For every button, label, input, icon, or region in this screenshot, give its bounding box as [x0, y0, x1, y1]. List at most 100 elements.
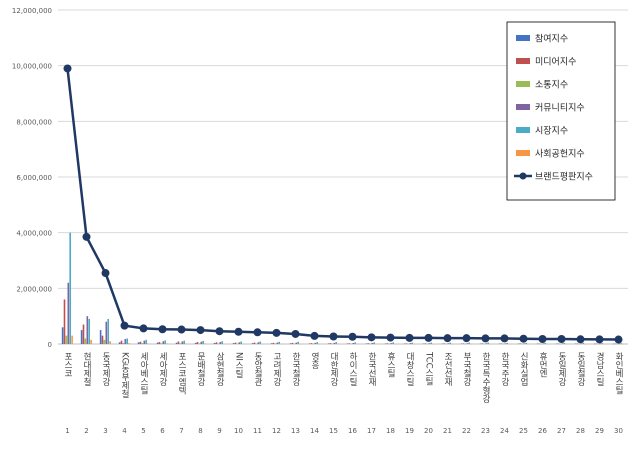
- x-category-number: 16: [348, 427, 357, 435]
- bar-2-21: [443, 343, 446, 344]
- y-tick-label: 2,000,000: [16, 285, 52, 293]
- x-category-number: 3: [103, 427, 107, 435]
- bar-5-16: [354, 342, 356, 344]
- legend-label: 브랜드평판지수: [535, 172, 593, 183]
- bar-1-24: [498, 343, 501, 345]
- x-category-number: 20: [424, 427, 433, 435]
- x-category-number: 21: [443, 427, 452, 435]
- bar-1-26: [536, 343, 539, 345]
- bar-4-30: [618, 343, 621, 345]
- x-category-label: 한국주강: [500, 352, 510, 386]
- x-category-number: 18: [386, 427, 395, 435]
- bar-4-9: [219, 342, 222, 344]
- bar-5-14: [316, 342, 318, 344]
- bar-2-15: [329, 343, 332, 344]
- bar-6-5: [147, 343, 149, 344]
- x-category-number: 7: [179, 427, 183, 435]
- x-category-number: 2: [84, 427, 88, 435]
- brand-index-point-15: [329, 332, 338, 341]
- bar-5-15: [335, 342, 337, 344]
- bar-2-27: [557, 343, 560, 345]
- bar-5-8: [202, 340, 204, 344]
- bar-6-11: [261, 343, 263, 345]
- bar-4-7: [181, 341, 184, 344]
- x-category-number: 23: [481, 427, 490, 435]
- bar-2-24: [500, 343, 503, 344]
- bar-1-19: [403, 343, 406, 345]
- bar-6-27: [565, 343, 567, 345]
- bar-6-25: [527, 343, 529, 345]
- brand-index-point-2: [82, 232, 91, 241]
- x-category-label: 동양철관: [253, 352, 263, 386]
- x-category-number: 1: [65, 427, 69, 435]
- bar-4-13: [295, 342, 298, 344]
- x-category-label: TCC스틸: [424, 351, 434, 386]
- bar-5-19: [411, 342, 413, 344]
- bar-5-26: [544, 342, 546, 344]
- bar-2-29: [595, 343, 598, 345]
- x-category-number: 24: [500, 427, 509, 435]
- bar-3-13: [293, 343, 296, 345]
- bar-5-6: [164, 340, 166, 344]
- bar-3-29: [597, 343, 600, 345]
- bar-6-4: [128, 343, 130, 344]
- bar-2-16: [348, 343, 351, 344]
- bar-1-2: [80, 330, 83, 344]
- bar-1-21: [441, 343, 444, 345]
- x-category-label: 문배철강: [196, 352, 206, 386]
- bar-4-19: [409, 343, 412, 344]
- bar-2-19: [405, 343, 408, 344]
- bar-3-1: [65, 335, 68, 344]
- x-category-label: 화인베스틸: [614, 352, 624, 395]
- x-axis: 포스코 1 현대제철 2 동국제강 3 KG동부제철 4 세아베스틸 5 세아제강 6 포스코엠텍 7 문배…: [63, 351, 624, 435]
- bar-3-28: [578, 343, 581, 345]
- bar-6-19: [413, 343, 415, 345]
- bar-3-30: [616, 343, 619, 345]
- bar-4-11: [257, 342, 260, 344]
- legend-swatch: [516, 81, 530, 87]
- bar-2-11: [253, 342, 256, 344]
- x-category-number: 4: [122, 427, 127, 435]
- bar-5-23: [487, 342, 489, 344]
- bar-2-9: [215, 342, 218, 344]
- brand-index-point-20: [424, 333, 433, 342]
- y-tick-label: 12,000,000: [12, 7, 52, 15]
- legend-label: 시장지수: [535, 126, 568, 137]
- bar-6-3: [109, 341, 111, 344]
- legend-label: 사회공헌지수: [535, 149, 585, 160]
- bar-1-27: [555, 343, 558, 345]
- x-category-label: 세아베스틸: [139, 352, 149, 395]
- legend-swatch: [516, 35, 530, 41]
- bar-1-15: [327, 343, 330, 344]
- bar-2-5: [139, 341, 142, 344]
- bar-2-7: [177, 341, 180, 344]
- x-category-label: NI스틸: [234, 352, 244, 378]
- bar-3-19: [407, 343, 410, 345]
- bar-1-23: [479, 343, 482, 345]
- x-category-label: 대한제강: [329, 352, 339, 386]
- bar-3-7: [179, 343, 182, 344]
- bar-2-12: [272, 342, 275, 344]
- bar-6-26: [546, 343, 548, 345]
- legend-swatch: [516, 58, 530, 64]
- legend-label: 미디어지수: [535, 57, 576, 68]
- brand-index-point-9: [215, 327, 224, 336]
- bar-2-22: [462, 343, 465, 344]
- x-category-label: 한국철강: [291, 352, 301, 386]
- bar-1-14: [308, 343, 311, 344]
- x-category-label: 하이스틸: [348, 351, 358, 386]
- bar-5-13: [297, 341, 299, 344]
- bar-2-13: [291, 342, 294, 344]
- x-category-number: 8: [198, 427, 202, 435]
- bar-4-6: [162, 341, 165, 344]
- brand-index-point-3: [101, 269, 110, 278]
- x-category-label: 동일철강: [576, 352, 586, 386]
- bar-2-3: [101, 335, 104, 344]
- bar-1-8: [194, 342, 197, 344]
- bar-2-26: [538, 343, 541, 345]
- bar-1-9: [213, 343, 216, 344]
- bar-3-4: [122, 342, 125, 344]
- brand-index-point-10: [234, 327, 243, 336]
- x-category-number: 15: [329, 427, 338, 435]
